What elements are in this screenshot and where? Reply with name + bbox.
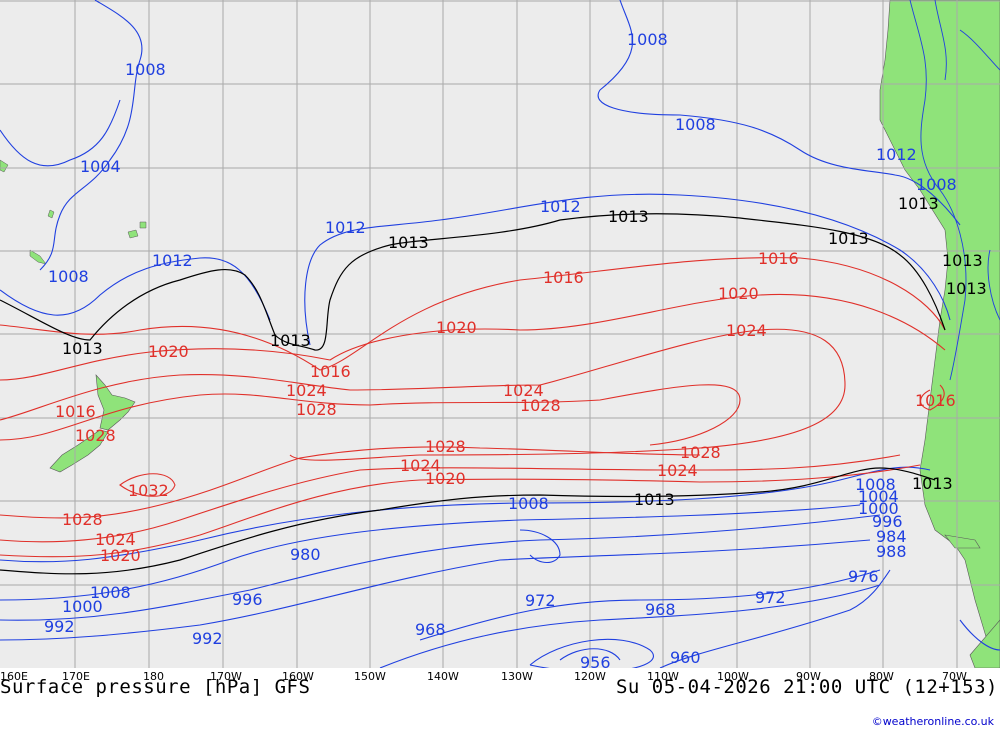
isobar-label: 1000 — [62, 597, 103, 616]
isobar-label: 992 — [44, 617, 75, 636]
isobar-label: 972 — [755, 588, 786, 607]
isobar-label: 1024 — [286, 381, 327, 400]
isobar-label: 1016 — [310, 362, 351, 381]
isobar-label: 1024 — [503, 381, 544, 400]
lon-label: 150W — [354, 670, 386, 683]
lon-label: 180 — [143, 670, 164, 683]
isobar-label: 956 — [580, 653, 611, 668]
isobar-label: 1013 — [942, 251, 983, 270]
isobar-label: 1024 — [726, 321, 767, 340]
footer-bar — [0, 668, 1000, 733]
isobar-label: 1028 — [520, 396, 561, 415]
lon-label: 130W — [501, 670, 533, 683]
isobar-label: 960 — [670, 648, 701, 667]
isobar-label: 1016 — [758, 249, 799, 268]
isobar-label: 1008 — [855, 475, 896, 494]
high-pressure-isobars — [0, 257, 946, 558]
isobar-label: 984 — [876, 527, 907, 546]
isobar-label: 1013 — [388, 233, 429, 252]
lon-label: 170E — [62, 670, 90, 683]
fiji-islands — [127, 221, 147, 239]
isobar-label: 1020 — [436, 318, 477, 337]
isobar-label: 1028 — [296, 400, 337, 419]
isobar-label: 1016 — [55, 402, 96, 421]
new-caledonia-island — [29, 249, 47, 265]
vanuatu-islands — [0, 159, 55, 219]
isobar-label: 1000 — [858, 499, 899, 518]
black-isobar-labels: 1013 1013 1013 1013 1013 1013 1013 1013 … — [62, 194, 987, 509]
longitude-axis: 160E 170E 180 170W 160W 150W 140W 130W 1… — [0, 670, 967, 683]
isobar-label: 1012 — [540, 197, 581, 216]
isobar-label: 1028 — [75, 426, 116, 445]
isobar-label: 1008 — [916, 175, 957, 194]
isobar-label: 1008 — [675, 115, 716, 134]
isobar-label: 1012 — [152, 251, 193, 270]
lon-label: 140W — [427, 670, 459, 683]
isobar-label: 1024 — [95, 530, 136, 549]
isobar-label: 1020 — [148, 342, 189, 361]
isobar-label: 1008 — [508, 494, 549, 513]
isobar-label: 1013 — [912, 474, 953, 493]
isobar-label: 968 — [645, 600, 676, 619]
longitude-labels: 160E 170E 180 170W 160W 150W 140W 130W 1… — [0, 670, 967, 683]
isobar-label: 1013 — [634, 490, 675, 509]
isobar-label: 1024 — [657, 461, 698, 480]
lon-label: 70W — [942, 670, 967, 683]
isobar-label: 1016 — [543, 268, 584, 287]
lon-label: 160E — [0, 670, 28, 683]
isobar-label: 972 — [525, 591, 556, 610]
lon-label: 110W — [647, 670, 679, 683]
blue-isobar-labels: 1008 1008 1008 1004 1008 1012 1012 1012 … — [44, 30, 957, 668]
isobar-label: 1013 — [898, 194, 939, 213]
map-datetime: Su 05-04-2026 21:00 UTC (12+153) — [615, 676, 998, 698]
isobar-label: 1020 — [425, 469, 466, 488]
isobar-label: 1020 — [100, 546, 141, 565]
isobar-label: 1004 — [80, 157, 121, 176]
isobar-label: 976 — [848, 567, 879, 586]
andes-contours — [909, 0, 1000, 381]
isobar-label: 992 — [192, 629, 223, 648]
lon-label: 160W — [282, 670, 314, 683]
red-isobar-labels: 1016 1016 1016 1016 1020 1020 1020 1020 … — [55, 249, 956, 565]
isobar-label: 980 — [290, 545, 321, 564]
credit-link[interactable]: ©weatheronline.co.uk — [871, 715, 994, 728]
lon-label: 170W — [210, 670, 242, 683]
lon-label: 100W — [717, 670, 749, 683]
isobar-label: 968 — [415, 620, 446, 639]
pressure-map: 1008 1008 1008 1004 1008 1012 1012 1012 … — [0, 0, 1000, 668]
isobar-label: 1028 — [680, 443, 721, 462]
isobar-label: 1032 — [128, 481, 169, 500]
isobar-label: 1028 — [62, 510, 103, 529]
isobar-label: 1008 — [125, 60, 166, 79]
standard-1013-isobar — [0, 213, 946, 575]
isobar-label: 1008 — [90, 583, 131, 602]
graticule — [0, 0, 1000, 668]
isobar-label: 1020 — [718, 284, 759, 303]
isobar-label: 1024 — [400, 456, 441, 475]
isobar-label: 988 — [876, 542, 907, 561]
lon-label: 90W — [796, 670, 821, 683]
isobar-label: 1012 — [876, 145, 917, 164]
isobar-label: 1013 — [946, 279, 987, 298]
tierra-del-fuego-land — [944, 534, 981, 549]
map-title: Surface pressure [hPa] GFS — [0, 676, 311, 698]
low-pressure-isobars — [0, 0, 1000, 668]
isobar-label: 1013 — [608, 207, 649, 226]
isobar-label: 1004 — [858, 487, 899, 506]
isobar-label: 1012 — [325, 218, 366, 237]
isobar-label: 1013 — [62, 339, 103, 358]
lon-label: 120W — [574, 670, 606, 683]
isobar-label: 1028 — [425, 437, 466, 456]
lon-label: 80W — [869, 670, 894, 683]
isobar-label: 1016 — [915, 391, 956, 410]
new-zealand-north-island — [95, 374, 136, 431]
isobar-label: 996 — [232, 590, 263, 609]
isobar-label: 1013 — [270, 331, 311, 350]
isobar-label: 1008 — [627, 30, 668, 49]
isobar-label: 1008 — [48, 267, 89, 286]
isobar-label: 996 — [872, 512, 903, 531]
new-zealand-south-island — [49, 429, 109, 473]
isobar-label: 1013 — [828, 229, 869, 248]
